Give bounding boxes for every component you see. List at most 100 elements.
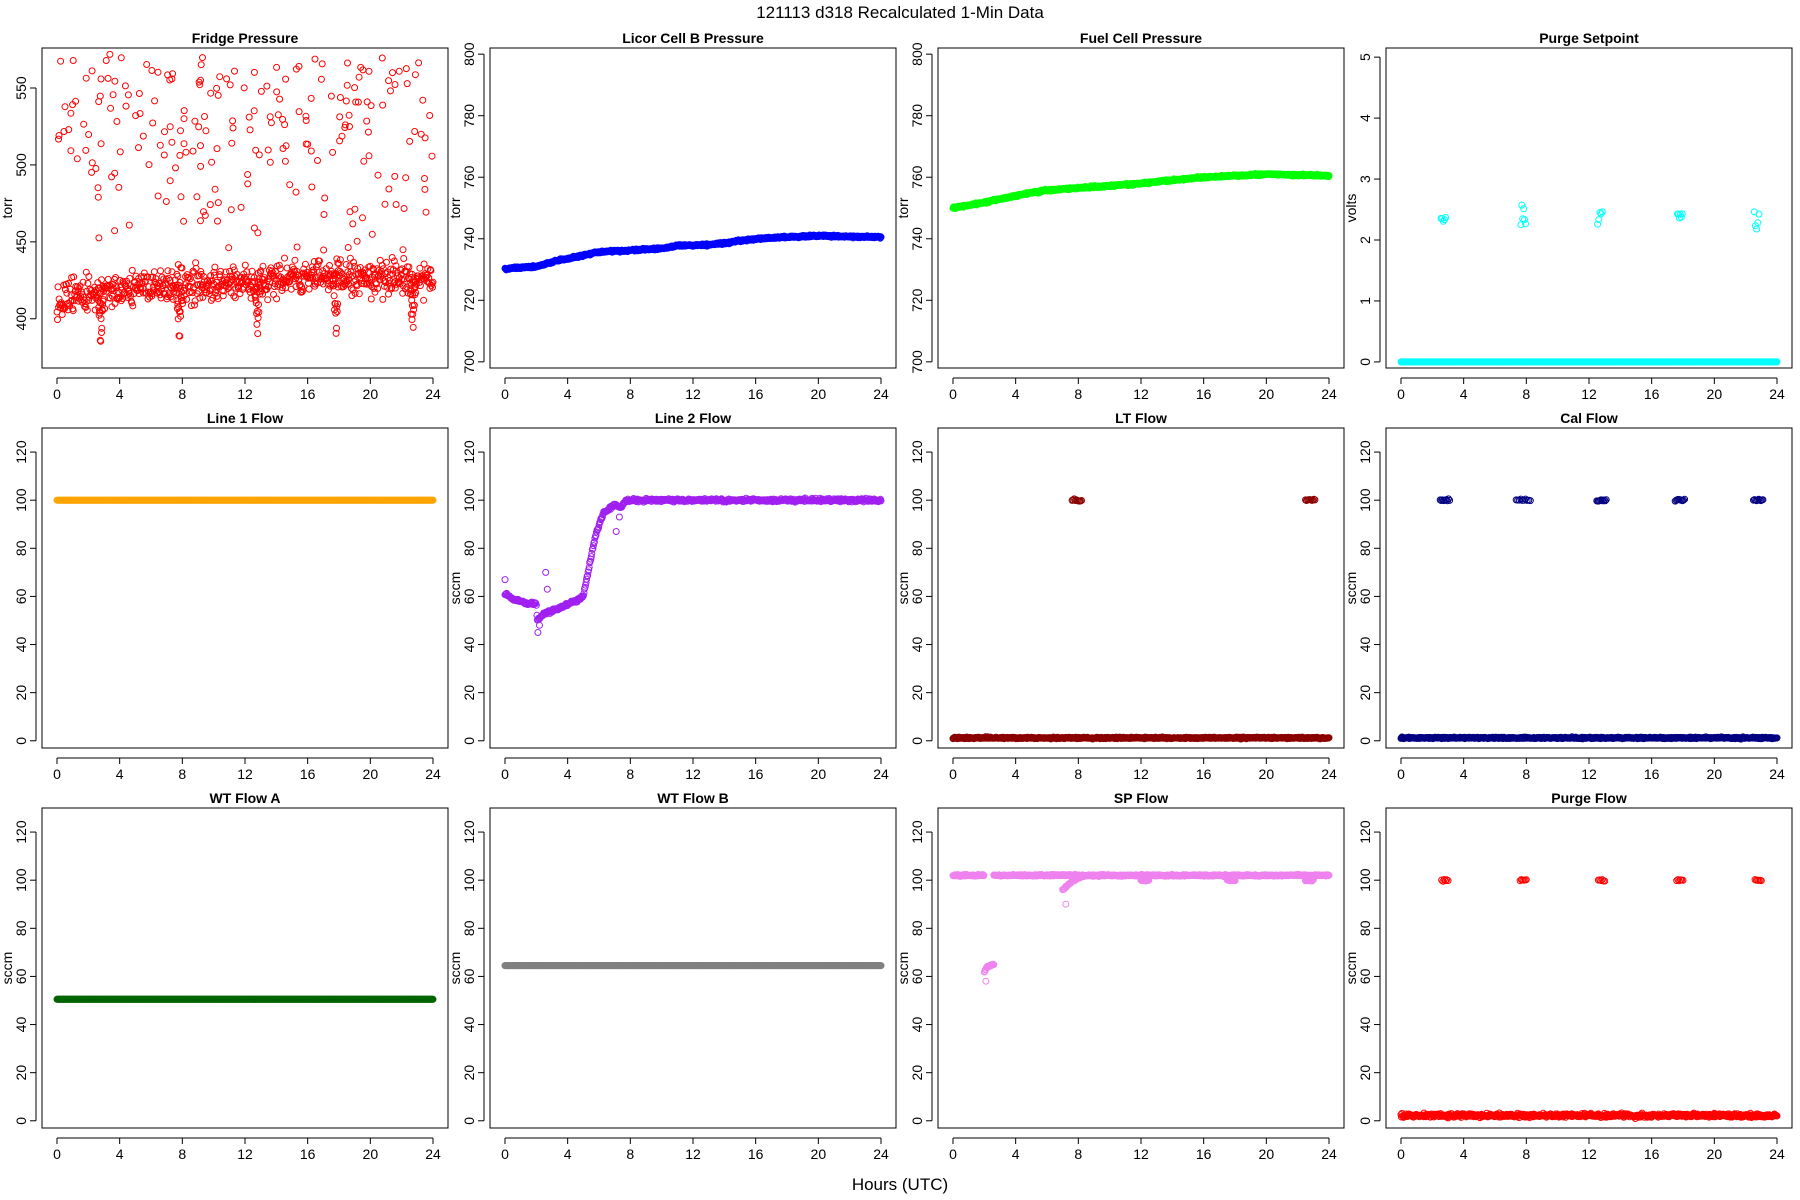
data-point xyxy=(208,158,216,166)
data-point xyxy=(333,303,341,311)
data-point xyxy=(170,288,178,296)
data-point xyxy=(64,306,72,314)
x-tick-label: 24 xyxy=(425,386,441,402)
data-point xyxy=(107,104,115,112)
data-point xyxy=(54,316,61,324)
x-tick-label: 4 xyxy=(1012,386,1020,402)
data-point xyxy=(283,264,291,272)
data-point xyxy=(128,299,136,307)
data-point xyxy=(275,261,283,269)
data-point xyxy=(243,268,251,276)
data-point xyxy=(229,117,237,125)
data-point xyxy=(148,67,156,74)
x-tick-label: 20 xyxy=(811,766,827,782)
data-point xyxy=(230,292,238,300)
data-point xyxy=(174,300,182,308)
data-point xyxy=(217,267,225,275)
data-point xyxy=(336,256,344,264)
x-tick-label: 12 xyxy=(1581,386,1597,402)
data-point xyxy=(312,278,320,286)
data-point xyxy=(132,112,140,120)
plot-frame xyxy=(41,427,449,749)
data-point xyxy=(111,169,119,177)
data-point xyxy=(145,161,153,169)
data-point xyxy=(195,123,203,131)
data-point xyxy=(206,201,214,209)
x-tick-label: 8 xyxy=(626,766,634,782)
data-point xyxy=(416,264,424,272)
data-point xyxy=(116,276,124,284)
data-point xyxy=(60,128,68,135)
data-point xyxy=(244,171,252,178)
x-tick-label: 12 xyxy=(237,386,253,402)
data-point xyxy=(186,275,194,283)
data-point xyxy=(96,92,104,100)
data-point xyxy=(235,285,242,292)
data-point xyxy=(257,87,265,95)
y-tick-label: 60 xyxy=(13,588,29,604)
data-point xyxy=(214,199,222,207)
data-point xyxy=(256,284,264,292)
data-point xyxy=(211,185,219,193)
data-point xyxy=(246,126,254,134)
y-tick-label: 2 xyxy=(1357,236,1373,244)
data-point xyxy=(281,254,288,262)
x-axis: 0 4 8 12 16 20 24 xyxy=(53,377,441,402)
data-point xyxy=(421,185,429,193)
data-point xyxy=(359,214,366,222)
data-point xyxy=(291,256,299,264)
y-tick-label: 780 xyxy=(461,104,477,128)
data-point xyxy=(255,301,262,309)
data-point xyxy=(69,57,77,64)
data-point xyxy=(363,117,371,125)
data-point xyxy=(139,132,147,140)
y-tick-label: 500 xyxy=(13,153,29,177)
data-point xyxy=(429,283,436,291)
data-point xyxy=(88,67,96,75)
x-tick-label: 0 xyxy=(1397,386,1405,402)
data-point xyxy=(121,82,129,90)
data-point xyxy=(302,112,310,120)
data-point xyxy=(178,288,186,296)
y-tick-label: 450 xyxy=(13,230,29,254)
data-point xyxy=(124,91,132,99)
x-tick-label: 4 xyxy=(564,386,572,402)
data-point xyxy=(169,70,177,78)
data-point xyxy=(73,155,81,163)
data-point xyxy=(252,146,260,154)
data-point xyxy=(106,50,114,58)
data-point xyxy=(250,68,258,76)
data-point xyxy=(251,292,259,300)
data-point xyxy=(329,148,337,156)
data-point xyxy=(106,294,114,302)
y-tick-label: 760 xyxy=(909,165,925,189)
y-tick-label: 720 xyxy=(461,288,477,312)
data-point xyxy=(187,302,195,310)
data-point xyxy=(281,157,289,165)
data-point xyxy=(342,261,350,268)
data-point xyxy=(408,316,416,324)
data-point xyxy=(67,109,75,117)
data-point xyxy=(351,289,359,297)
data-point xyxy=(349,220,357,228)
data-point xyxy=(276,265,284,273)
x-tick-label: 20 xyxy=(1259,386,1275,402)
x-tick-label: 8 xyxy=(178,766,186,782)
data-point xyxy=(320,246,328,254)
data-point xyxy=(383,283,391,291)
data-point xyxy=(178,264,186,272)
y-tick-label: 740 xyxy=(461,227,477,251)
data-point xyxy=(180,140,188,148)
x-axis: 0 4 8 12 16 20 24 xyxy=(53,757,441,782)
data-point xyxy=(69,307,77,315)
data-point xyxy=(82,146,90,154)
data-point xyxy=(254,330,262,338)
y-tick-label: 780 xyxy=(909,104,925,128)
data-series xyxy=(501,231,885,274)
data-point xyxy=(250,107,258,115)
data-point xyxy=(65,126,73,134)
